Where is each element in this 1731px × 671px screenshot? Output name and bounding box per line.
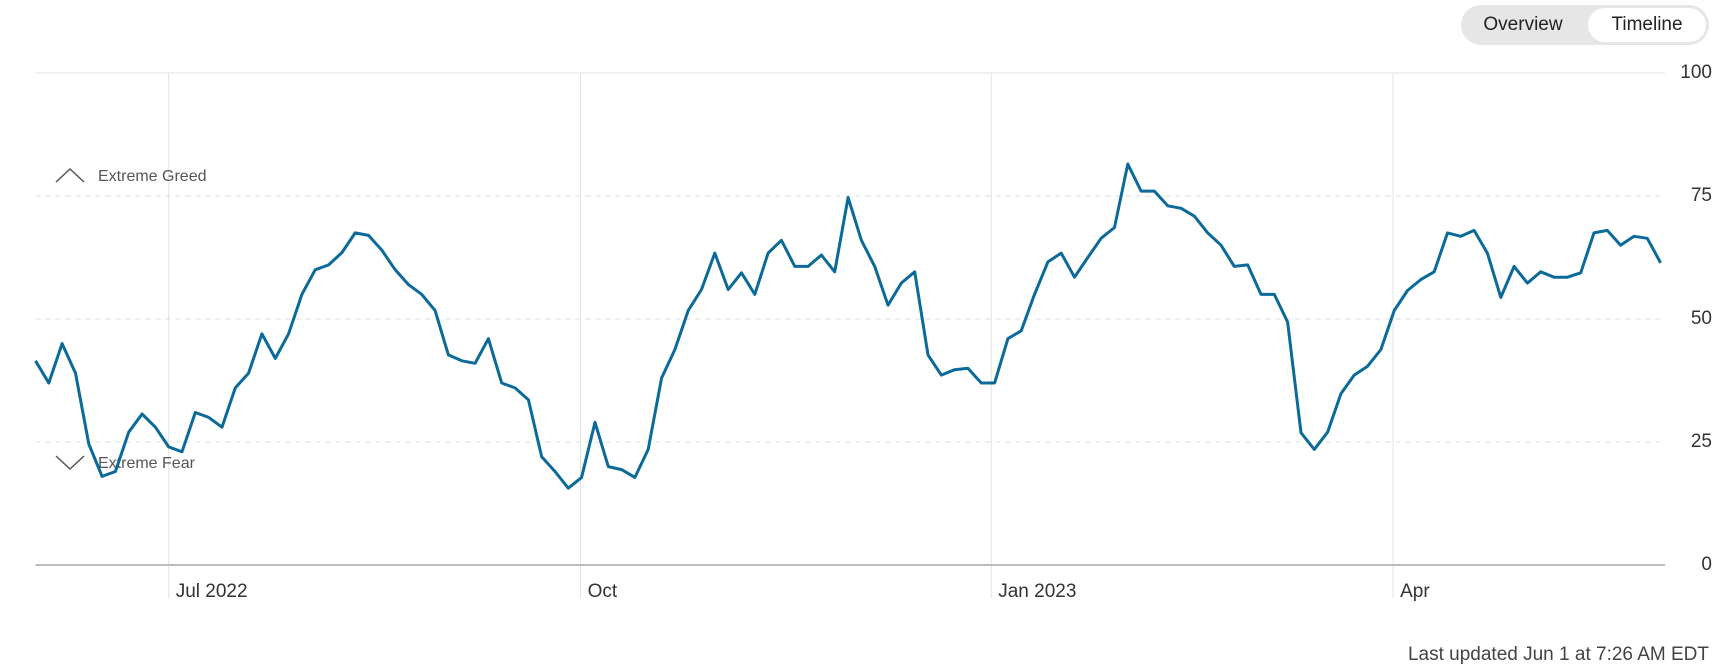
x-tick-label: Apr <box>1400 581 1430 602</box>
view-toggle: Overview Timeline <box>1461 5 1709 45</box>
x-tick-label: Oct <box>588 581 618 602</box>
last-updated: Last updated Jun 1 at 7:26 AM EDT <box>1408 644 1709 665</box>
data-line <box>34 162 1662 490</box>
annotation: Extreme Greed <box>98 168 206 185</box>
y-tick-label: 25 <box>1691 431 1712 452</box>
fear-icon <box>55 455 85 471</box>
timeline-button[interactable]: Timeline <box>1588 8 1706 42</box>
y-tick-label: 0 <box>1701 554 1712 575</box>
annotation: Extreme Fear <box>98 455 196 472</box>
overview-button[interactable]: Overview <box>1483 14 1563 35</box>
x-tick-label: Jul 2022 <box>176 581 248 602</box>
y-tick-label: 100 <box>1680 62 1712 83</box>
x-tick-label: Jan 2023 <box>998 581 1076 602</box>
y-tick-label: 50 <box>1691 308 1712 329</box>
y-tick-label: 75 <box>1691 185 1712 206</box>
greed-icon <box>55 167 85 183</box>
